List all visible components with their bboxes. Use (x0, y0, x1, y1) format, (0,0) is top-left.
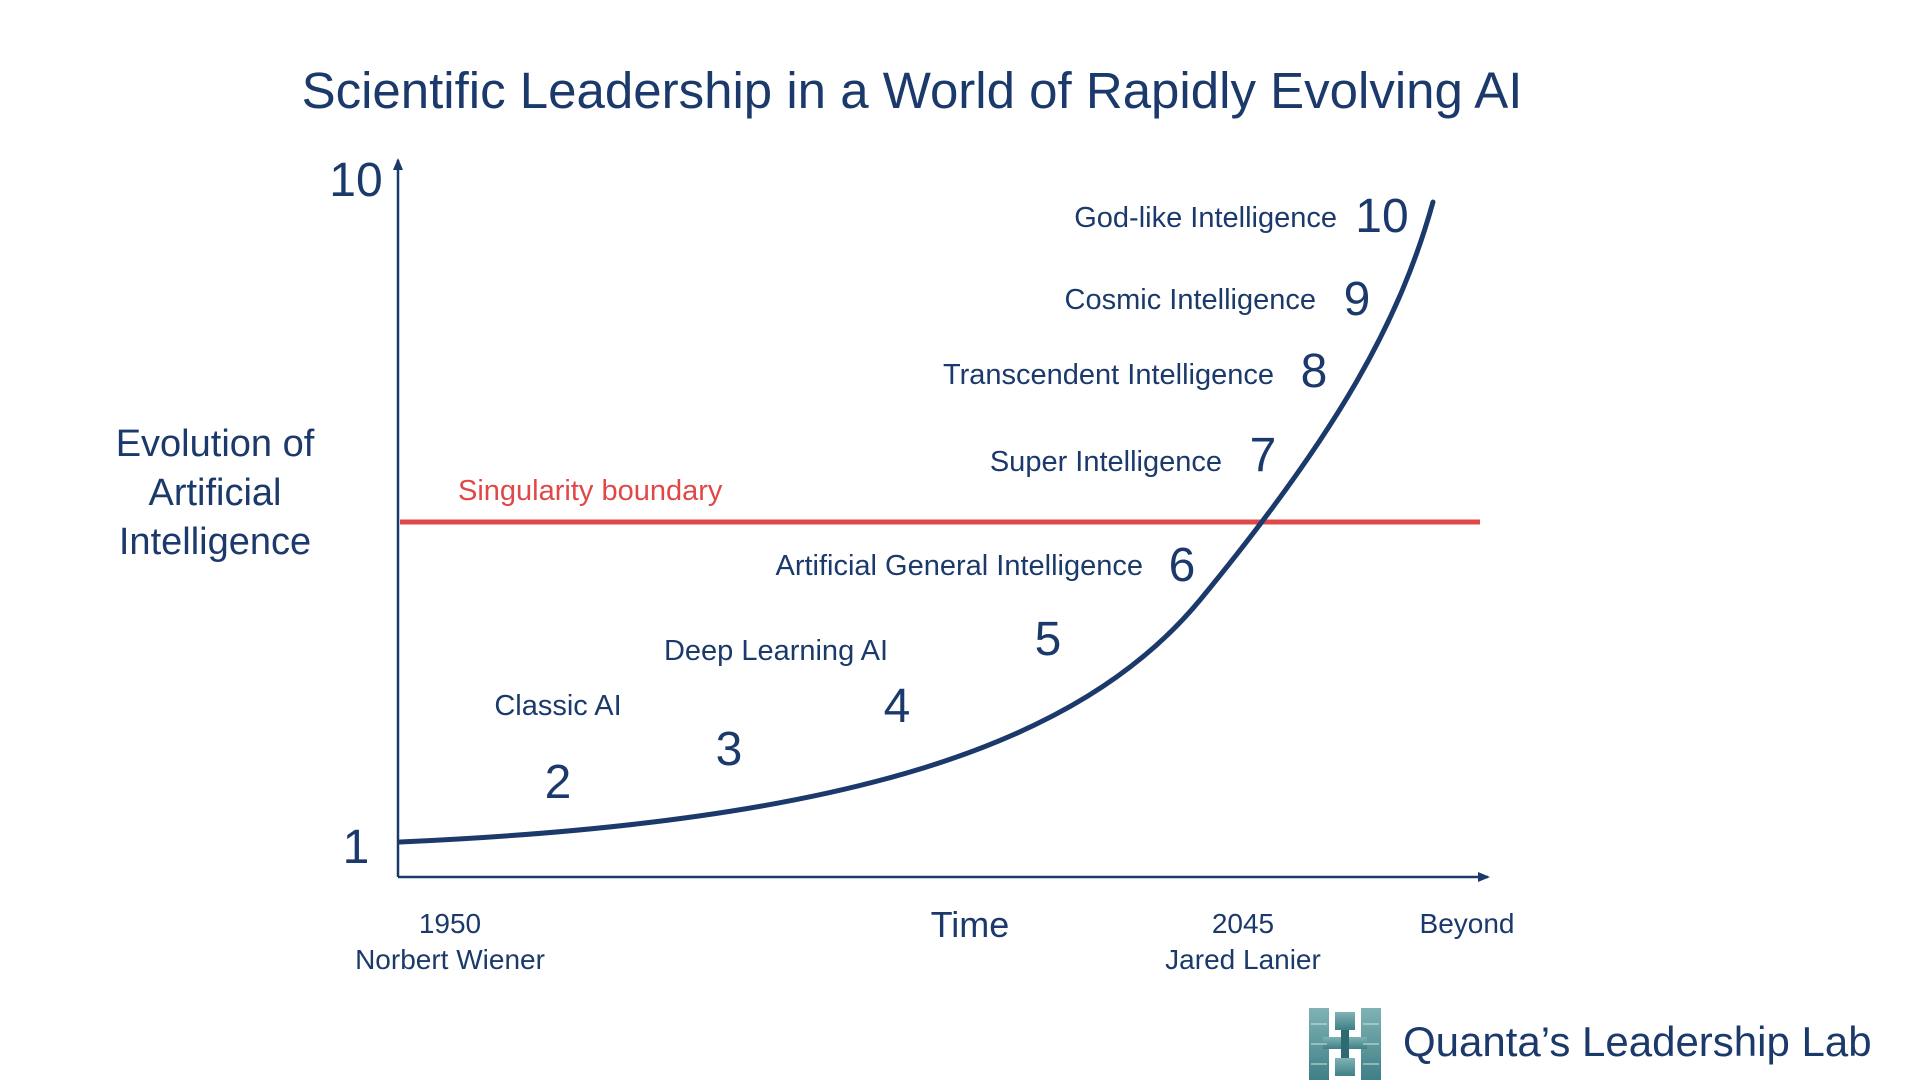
singularity-boundary-label: Singularity boundary (458, 475, 723, 507)
stage-name: Deep Learning AI (664, 635, 888, 667)
ai-evolution-curve (397, 199, 1436, 845)
stage-3: 3 (716, 723, 743, 776)
x-tick-line: Jared Lanier (1165, 944, 1321, 975)
stage-number: 6 (1169, 539, 1196, 592)
stage-number: 7 (1250, 429, 1277, 482)
stage-name: God-like Intelligence (1074, 202, 1337, 234)
x-tick-line: Beyond (1420, 908, 1515, 939)
space-station-icon (1309, 1008, 1381, 1080)
stage-number: 10 (1355, 190, 1408, 243)
stage-number: 4 (884, 680, 911, 733)
stage-name: Artificial General Intelligence (775, 550, 1143, 582)
x-tick-line: Norbert Wiener (355, 944, 545, 975)
x-tick-1950: 1950 Norbert Wiener (355, 908, 545, 975)
y-axis-top-label: 10 (329, 154, 382, 207)
x-axis-title: Time (931, 904, 1010, 945)
stage-name: Classic AI (494, 690, 621, 722)
stage-number: 2 (545, 756, 572, 809)
stage-name: Cosmic Intelligence (1065, 284, 1316, 316)
y-axis-title-line: Artificial (148, 472, 281, 514)
stage-number: 3 (716, 723, 743, 776)
x-tick-line: 2045 (1212, 908, 1274, 939)
stage-name: Super Intelligence (990, 446, 1222, 478)
stage-6: Artificial General Intelligence 6 (775, 539, 1195, 592)
stage-9: Cosmic Intelligence 9 (1065, 273, 1371, 326)
y-axis-title-line: Intelligence (119, 521, 311, 563)
stage-7: Super Intelligence 7 (990, 429, 1277, 482)
brand-name: Quanta’s Leadership Lab (1403, 1018, 1872, 1065)
y-axis-title: Evolution of Artificial Intelligence (116, 423, 315, 563)
stage-number: 8 (1301, 345, 1328, 398)
stage-4: Deep Learning AI 4 (664, 635, 910, 733)
stage-5: 5 (1035, 613, 1062, 666)
stage-10: God-like Intelligence 10 (1074, 190, 1408, 243)
y-axis-bottom-label: 1 (343, 821, 370, 874)
stage-2: Classic AI 2 (494, 690, 621, 809)
stage-name: Transcendent Intelligence (943, 359, 1274, 391)
page-title: Scientific Leadership in a World of Rapi… (302, 62, 1523, 119)
x-tick-line: 1950 (419, 908, 481, 939)
y-axis-title-line: Evolution of (116, 423, 315, 465)
x-tick-2045: 2045 Jared Lanier (1165, 908, 1321, 975)
stage-number: 9 (1344, 273, 1371, 326)
stage-number: 5 (1035, 613, 1062, 666)
stage-8: Transcendent Intelligence 8 (943, 345, 1327, 398)
x-tick-beyond: Beyond (1420, 908, 1515, 939)
